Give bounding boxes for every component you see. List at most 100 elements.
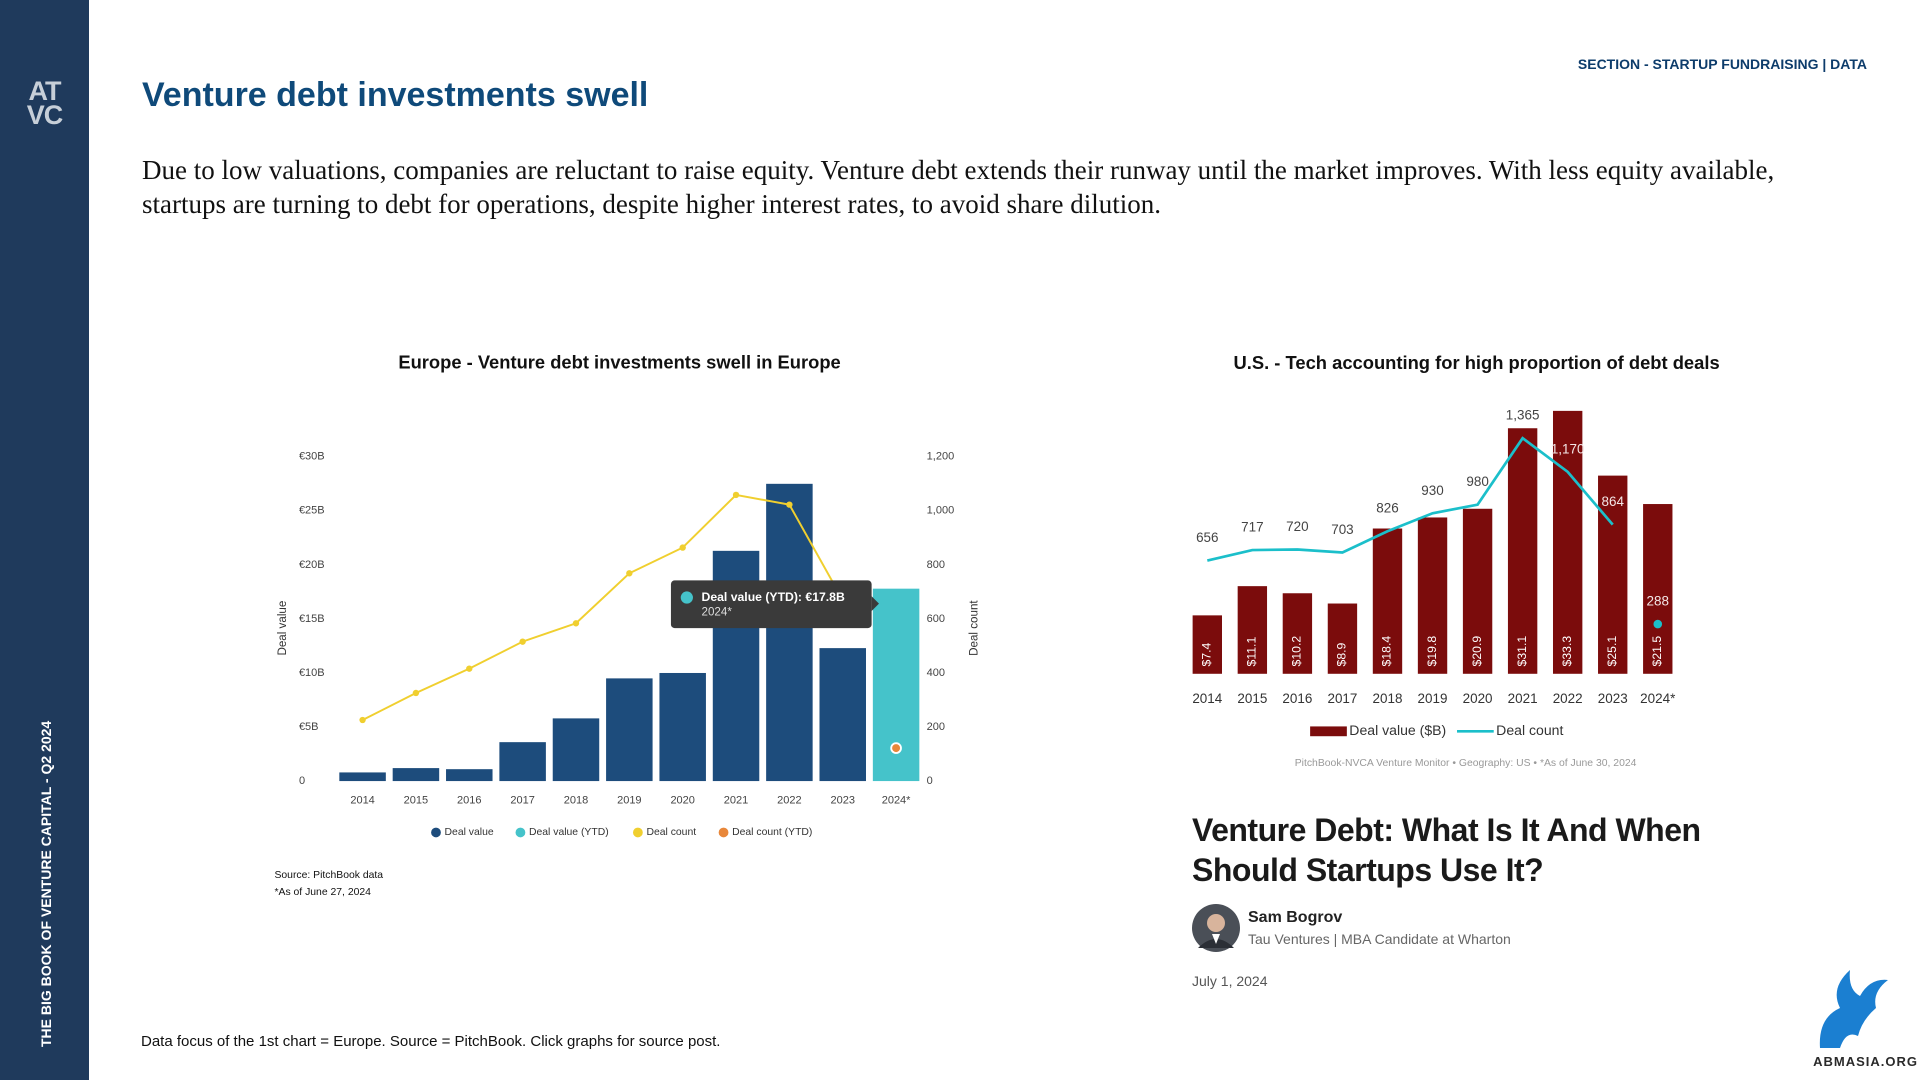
tooltip-arrow bbox=[871, 596, 879, 611]
value-label: 703 bbox=[1331, 522, 1353, 537]
bar bbox=[1192, 615, 1222, 674]
value-label: 864 bbox=[1601, 494, 1624, 509]
point bbox=[679, 544, 686, 551]
bar bbox=[339, 772, 386, 782]
section-label: SECTION - STARTUP FUNDRAISING | DATA bbox=[1577, 56, 1867, 72]
article-card[interactable]: Venture Debt: What Is It And When Should… bbox=[1192, 810, 1752, 989]
article-author: Sam Bogrov bbox=[1248, 909, 1343, 926]
x-tick-label: 2024* bbox=[1640, 691, 1676, 706]
sidebar: AT VC THE BIG BOOK OF VENTURE CAPITAL - … bbox=[0, 0, 89, 1080]
legend-swatch bbox=[718, 827, 729, 838]
bar bbox=[659, 672, 706, 782]
y-tick-label: €25B bbox=[299, 505, 325, 517]
value-label: $8.9 bbox=[1335, 642, 1349, 666]
legend-label: Deal value bbox=[445, 827, 494, 838]
value-label: 1,365 bbox=[1506, 408, 1540, 423]
value-label: 288 bbox=[1647, 594, 1669, 609]
x-tick-label: 2022 bbox=[777, 795, 801, 807]
x-tick-label: 2024* bbox=[882, 795, 911, 807]
y2-tick-label: 1,200 bbox=[927, 451, 955, 463]
x-tick-label: 2016 bbox=[1282, 691, 1312, 706]
y-tick-label: €15B bbox=[299, 613, 325, 625]
bar bbox=[1598, 475, 1628, 674]
y2-tick-label: 800 bbox=[927, 559, 945, 571]
bar bbox=[1507, 428, 1538, 674]
watermark: ABMASIA.ORG bbox=[1813, 1054, 1918, 1069]
value-label: $18.4 bbox=[1380, 636, 1394, 667]
y2-tick-label: 200 bbox=[927, 721, 945, 733]
x-tick-label: 2023 bbox=[830, 795, 854, 807]
bar bbox=[606, 678, 653, 782]
bar bbox=[1327, 603, 1358, 674]
x-tick-label: 2021 bbox=[724, 795, 748, 807]
legend-label: Deal count (YTD) bbox=[732, 827, 812, 838]
source-note: PitchBook-NVCA Venture Monitor • Geograp… bbox=[1295, 758, 1637, 769]
y2-tick-label: 600 bbox=[927, 613, 945, 625]
value-label: 720 bbox=[1286, 519, 1308, 534]
point bbox=[890, 742, 902, 754]
bar bbox=[1643, 504, 1673, 674]
article-title: Venture Debt: What Is It And When Should… bbox=[1192, 812, 1701, 888]
legend-swatch bbox=[431, 827, 441, 838]
y-tick-label: €10B bbox=[299, 667, 325, 679]
x-tick-label: 2014 bbox=[350, 795, 374, 807]
x-tick-label: 2017 bbox=[510, 795, 534, 807]
value-label: 656 bbox=[1196, 530, 1218, 545]
tooltip-swatch bbox=[680, 591, 693, 604]
value-label: $11.1 bbox=[1245, 637, 1259, 667]
value-label: 930 bbox=[1421, 483, 1443, 498]
point bbox=[466, 665, 473, 672]
point bbox=[786, 501, 793, 508]
tooltip-box bbox=[670, 580, 872, 629]
point bbox=[412, 689, 420, 697]
value-label: $19.8 bbox=[1425, 636, 1439, 667]
x-tick-label: 2023 bbox=[1598, 691, 1628, 706]
bar bbox=[1417, 517, 1448, 674]
source-note: *As of June 27, 2024 bbox=[274, 887, 371, 898]
value-label: $10.2 bbox=[1290, 636, 1304, 667]
x-tick-label: 2016 bbox=[457, 795, 481, 807]
chart-title: Europe - Venture debt investments swell … bbox=[398, 352, 840, 373]
tooltip-text: Deal value (YTD): €17.8B bbox=[702, 590, 845, 604]
value-label: 1,170 bbox=[1551, 441, 1585, 456]
value-label: $31.1 bbox=[1515, 636, 1529, 667]
point bbox=[1653, 619, 1663, 629]
y-axis-label: Deal value bbox=[276, 601, 289, 656]
value-label: 826 bbox=[1376, 501, 1398, 516]
x-tick-label: 2021 bbox=[1508, 691, 1538, 706]
value-label: 980 bbox=[1466, 474, 1488, 489]
bar bbox=[392, 768, 440, 782]
legend-label: Deal value (YTD) bbox=[529, 827, 609, 838]
europe-chart[interactable]: Europe - Venture debt investments swell … bbox=[263, 343, 992, 912]
x-tick-label: 2015 bbox=[1237, 691, 1267, 706]
point bbox=[359, 716, 366, 724]
bar bbox=[1372, 528, 1403, 674]
x-tick-label: 2022 bbox=[1553, 691, 1583, 706]
x-tick-label: 2014 bbox=[1192, 691, 1222, 706]
legend-label: Deal count bbox=[646, 827, 696, 838]
legend-swatch bbox=[633, 827, 643, 838]
y-tick-label: 0 bbox=[299, 775, 305, 787]
logo-line: AT bbox=[28, 76, 62, 106]
bird-logo bbox=[1819, 970, 1888, 1048]
book-title: THE BIG BOOK OF VENTURE CAPITAL - Q2 202… bbox=[38, 720, 54, 1047]
value-label: $33.3 bbox=[1560, 636, 1574, 667]
line bbox=[362, 493, 844, 721]
bar bbox=[552, 718, 600, 782]
y2-tick-label: 400 bbox=[927, 667, 945, 679]
x-tick-label: 2015 bbox=[404, 795, 428, 807]
bar bbox=[819, 648, 866, 782]
legend-label: Deal count bbox=[1496, 722, 1563, 738]
bar bbox=[1462, 508, 1493, 674]
value-label: $7.4 bbox=[1200, 642, 1214, 666]
line bbox=[1207, 436, 1614, 562]
value-label: $21.5 bbox=[1650, 636, 1664, 667]
bar bbox=[1282, 593, 1313, 674]
x-tick-label: 2017 bbox=[1327, 691, 1357, 706]
us-chart[interactable]: U.S. - Tech accounting for high proporti… bbox=[1151, 343, 1812, 772]
point bbox=[519, 638, 526, 645]
x-tick-label: 2019 bbox=[617, 795, 641, 807]
author-avatar bbox=[1192, 904, 1240, 952]
y2-axis-label: Deal count bbox=[967, 600, 980, 656]
